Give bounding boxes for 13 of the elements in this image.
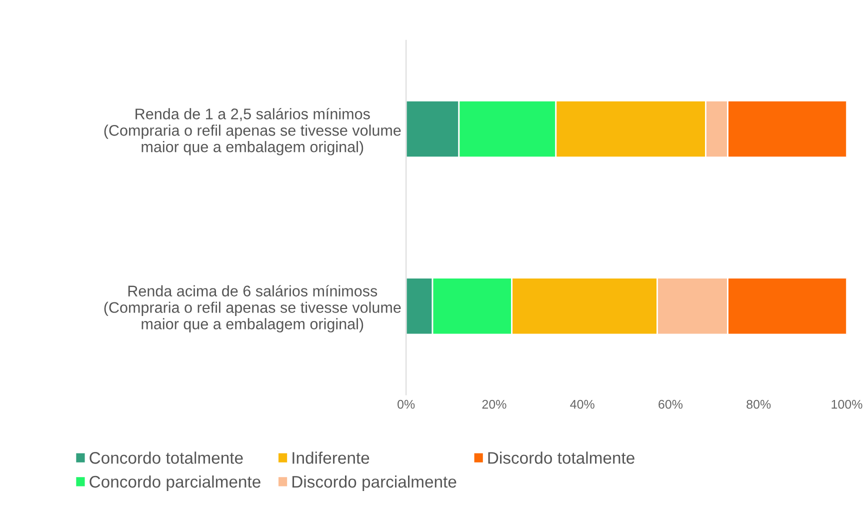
x-tick-label: 80% [746, 400, 771, 409]
y-tick-label: Renda de 1 a 2,5 salários mínimos (Compraria o refil apenas se tivesse volume maior que a embalagem original) [104, 108, 401, 156]
x-tick-label: 40% [570, 400, 594, 409]
legend-label: Indiferente [292, 452, 370, 464]
legend-label: Discordo parcialmente [292, 475, 456, 491]
legend-label: Discordo totalmente [488, 452, 634, 464]
legend-label: Concordo parcialmente [90, 475, 260, 491]
x-tick-label: 60% [658, 400, 683, 409]
x-tick-label: 100% [832, 400, 862, 409]
x-tick-label: 0% [398, 400, 415, 409]
legend-label: Concordo totalmente [90, 452, 243, 464]
y-tick-label: Renda acima de 6 salários mínimoss (Compraria o refil apenas se tivesse volume maior que a embalagem original) [104, 285, 401, 332]
x-tick-label: 20% [482, 400, 506, 409]
